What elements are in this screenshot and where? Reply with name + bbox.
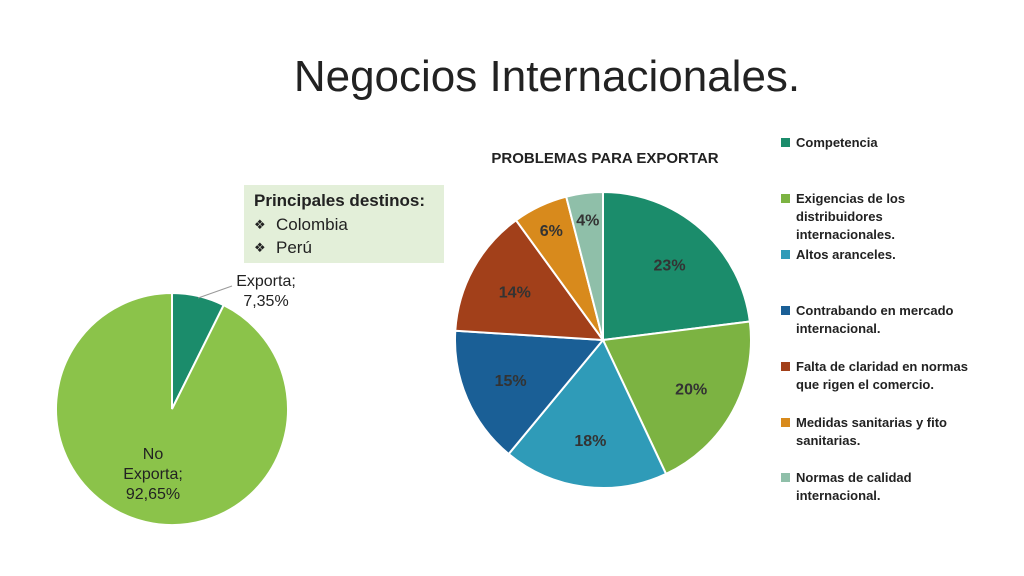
pie-slice-problem-7 [564,190,604,341]
data-label-problem-4: 15% [495,373,527,390]
chart-title: PROBLEMAS PARA EXPORTAR [491,150,719,167]
destination-item: ❖ Perú [254,236,434,259]
destinations-title: Principales destinos: [254,191,425,210]
data-label-no-exporta: No Exporta; 92,65% [123,446,183,503]
data-label-problem-2: 20% [675,381,707,398]
legend-label: Falta de claridad en normas que rigen el… [796,359,968,392]
legend-label: Medidas sanitarias y fito sanitarias. [796,415,947,448]
pie-slice-problem-2 [601,320,752,476]
legend-item: Falta de claridad en normas que rigen el… [781,358,981,394]
legend-item: Contrabando en mercado internacional. [781,302,981,338]
legend-swatch [781,362,790,371]
legend-item: Normas de calidad internacional. [781,469,981,505]
diamond-bullet-icon: ❖ [254,240,266,255]
data-label-problem-7: 4% [576,213,599,230]
legend-label: Contrabando en mercado internacional. [796,303,954,336]
destination-label: Perú [276,238,312,257]
legend-item: Altos aranceles. [781,246,981,264]
legend-label: Exigencias de los distribuidores interna… [796,191,906,242]
leader-line [197,285,233,299]
legend-item: Medidas sanitarias y fito sanitarias. [781,414,981,450]
slide-title: Negocios Internacionales. [293,52,801,101]
pie-slice-problem-4 [454,329,606,456]
destinations-box: Principales destinos: ❖ Colombia ❖ Perú [244,185,444,263]
legend-swatch [781,194,790,203]
legend-swatch [781,138,790,147]
destination-label: Colombia [276,215,348,234]
data-label-problem-1: 23% [654,258,686,275]
legend-label: Normas de calidad internacional. [796,470,912,503]
data-label-exporta: Exporta; 7,35% [236,273,296,310]
data-label-problem-5: 14% [499,285,531,302]
legend-swatch [781,473,790,482]
legend-swatch [781,418,790,427]
legend-item: Competencia [781,134,981,152]
legend-swatch [781,250,790,259]
data-label-problem-3: 18% [574,433,606,450]
destination-item: ❖ Colombia [254,213,434,236]
legend-item: Exigencias de los distribuidores interna… [781,190,981,244]
pie-slice-problem-5 [454,218,606,342]
pie-slice-problem-3 [507,338,668,489]
pie-slice-no-exporta [55,291,289,526]
diamond-bullet-icon: ❖ [254,217,266,232]
pie-slice-problem-1 [602,190,751,342]
legend-swatch [781,306,790,315]
legend-label: Altos aranceles. [796,247,896,262]
data-label-problem-6: 6% [540,223,563,240]
legend-label: Competencia [796,135,878,150]
